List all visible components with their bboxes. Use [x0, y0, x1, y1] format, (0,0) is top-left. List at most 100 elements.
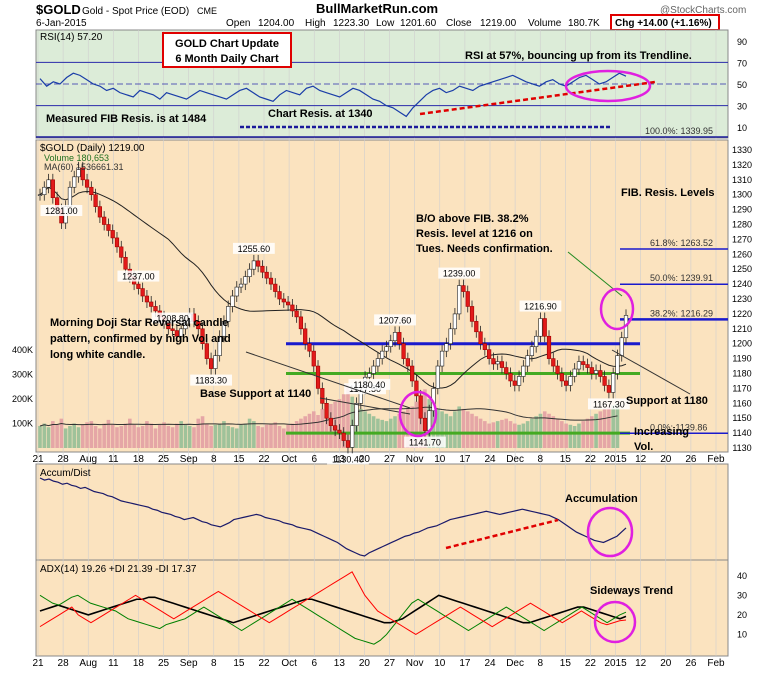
candle-body — [285, 301, 291, 306]
bo-line1: B/O above FIB. 38.2% — [416, 213, 529, 225]
volume-bar — [491, 422, 496, 448]
candle-body — [230, 295, 235, 307]
volume-bar — [243, 423, 248, 448]
volume-value: 180.7K — [568, 18, 600, 29]
x-tick-label: 11 — [108, 454, 119, 465]
chg-value: Chg +14.00 (+1.16%) — [615, 18, 712, 29]
volume-bar — [269, 423, 273, 448]
candle-body — [551, 358, 556, 367]
volume-ma-line — [39, 406, 618, 427]
price-tick: 1220 — [732, 309, 752, 319]
low-label: Low — [376, 18, 395, 29]
candle-body — [89, 186, 94, 195]
volume-bar — [410, 406, 414, 448]
candle-body — [307, 343, 312, 352]
volume-bar — [63, 428, 68, 448]
candle-body — [564, 380, 569, 386]
candle-body — [388, 340, 393, 347]
volume-bar — [187, 426, 192, 448]
x-tick-label: Aug — [79, 454, 97, 465]
x-tick-label: 22 — [585, 454, 597, 465]
candle-body — [534, 335, 539, 347]
volume-legend: Volume 180,653 — [44, 153, 109, 163]
volume-bar — [162, 422, 166, 448]
candle-body — [572, 368, 577, 377]
volume-bar — [264, 424, 269, 448]
candle-body — [123, 256, 128, 270]
candle-body — [298, 316, 304, 330]
x-tick-label: 13 — [334, 454, 346, 465]
volume-bar — [149, 423, 154, 448]
candle-body — [333, 425, 338, 431]
volume-bar — [145, 421, 149, 448]
volume-bar — [119, 426, 124, 448]
x-tick-label: 8 — [211, 658, 217, 669]
fib-level-label: 0.0%: 1139.86 — [650, 422, 707, 432]
support-1180-note: Support at 1180 — [626, 395, 708, 407]
x-tick-label: 17 — [459, 658, 471, 669]
candle-body — [414, 380, 419, 397]
candle-body — [213, 355, 218, 369]
site-brand: BullMarketRun.com — [316, 1, 438, 16]
rsi-layer: 10 30 50 70 90 — [36, 37, 747, 138]
volume-bar — [200, 416, 205, 448]
candle-body — [234, 286, 239, 297]
price-label-bg — [232, 242, 275, 254]
candle-body — [581, 361, 586, 365]
price-label: 1239.00 — [443, 269, 476, 279]
candle-body — [606, 385, 611, 393]
volume-bar — [132, 424, 136, 448]
volume-bar — [230, 427, 235, 448]
candle-body — [311, 350, 316, 367]
candle-body — [478, 331, 483, 344]
x-tick-label: Sep — [180, 454, 198, 465]
volume-bar — [457, 406, 461, 448]
candle-body — [465, 291, 470, 307]
volume-bar — [346, 384, 350, 448]
x-tick-label: 24 — [484, 454, 496, 465]
x-axis: 21 21 28 28 Aug Aug 11 11 18 18 25 25 Sep Sep 8 8 15 15 22… — [32, 454, 725, 669]
price-tick: 1250 — [732, 264, 752, 274]
bo-line3: Tues. Needs confirmation. — [416, 243, 553, 255]
candle-body — [37, 194, 43, 196]
price-tick: 1300 — [732, 190, 752, 200]
volume-bar — [217, 423, 222, 448]
increasing-vol-line1: Increasing — [634, 426, 689, 438]
ma-legend: MA(60) 1536661.31 — [44, 162, 124, 172]
price-tick: 1190 — [732, 354, 751, 364]
open-value: 1204.00 — [258, 18, 295, 29]
rsi-tick: 70 — [737, 58, 747, 68]
x-tick-label: 25 — [158, 658, 170, 669]
candle-body — [452, 313, 458, 330]
volume-bar — [252, 421, 256, 448]
candle-body — [72, 176, 77, 188]
candle-body — [559, 373, 564, 382]
x-tick-label: 2015 — [604, 658, 627, 669]
volume-bar — [538, 413, 543, 448]
adx-title: ADX(14) 19.26 +DI 21.39 -DI 17.37 — [40, 564, 197, 575]
close-label: Close — [446, 18, 472, 29]
price-label: 1237.00 — [122, 272, 155, 282]
adx-tick: 20 — [737, 610, 747, 620]
volume-bar — [414, 401, 419, 448]
title-box — [162, 32, 292, 68]
x-tick-label: 22 — [258, 454, 270, 465]
price-tick: 1140 — [732, 428, 751, 438]
volume-bar — [577, 423, 581, 448]
volume-bar — [123, 423, 128, 448]
candle-body — [444, 343, 449, 352]
candle-body — [149, 301, 154, 307]
volume-tick: 200K — [12, 394, 33, 404]
candle-body — [405, 358, 410, 367]
volume-bar — [157, 424, 162, 448]
price-label: 1216.90 — [524, 302, 557, 312]
candle-body — [320, 388, 325, 404]
candle-body — [568, 376, 573, 386]
candle-body — [542, 318, 547, 337]
x-tick-label: 15 — [233, 454, 245, 465]
volume-bar — [213, 424, 218, 448]
candle-body — [384, 346, 389, 352]
price-label-bg — [374, 314, 416, 326]
candle-body — [401, 343, 406, 359]
adx-tick: 30 — [737, 590, 747, 600]
